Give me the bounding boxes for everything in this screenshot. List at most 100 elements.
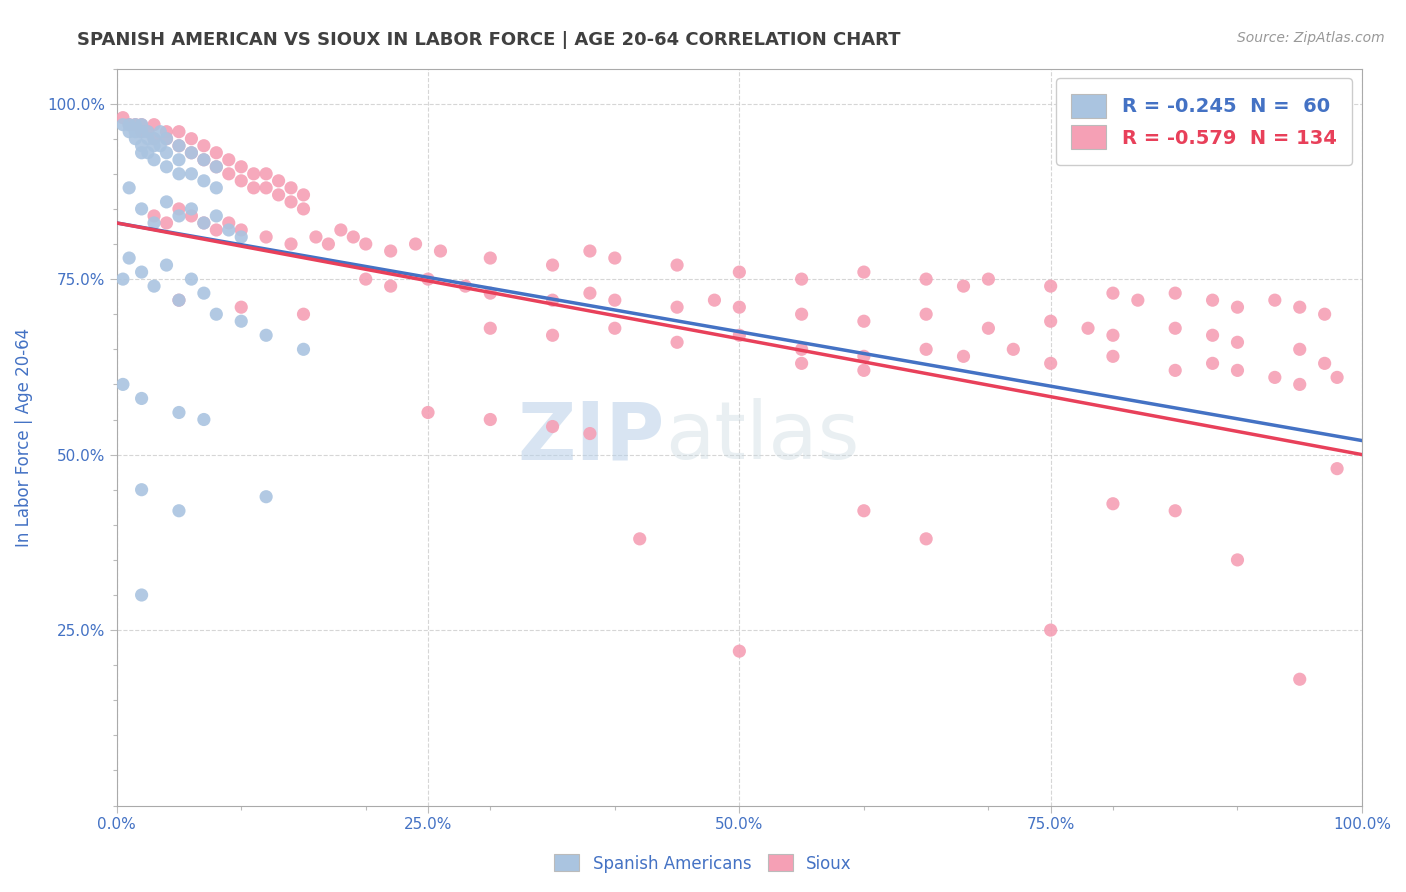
Point [254,167,277,181]
Text: ZIP: ZIP [517,398,665,476]
Point [118,118,141,132]
Point [1288,672,1310,686]
Point [1102,328,1125,343]
Point [118,251,141,265]
Point [1264,293,1286,308]
Point [167,293,190,308]
Point [1164,286,1187,301]
Legend: R = -0.245  N =  60, R = -0.579  N = 134: R = -0.245 N = 60, R = -0.579 N = 134 [1056,78,1353,165]
Point [1077,321,1099,335]
Point [254,181,277,195]
Point [180,167,202,181]
Point [131,483,153,497]
Point [205,307,228,321]
Point [205,223,228,237]
Point [479,251,502,265]
Point [143,132,166,146]
Point [915,307,938,321]
Point [205,160,228,174]
Point [728,300,751,314]
Point [790,272,813,286]
Point [167,209,190,223]
Point [329,223,352,237]
Point [180,145,202,160]
Point [155,132,177,146]
Point [143,132,166,146]
Point [1102,497,1125,511]
Point [1201,356,1223,370]
Point [666,335,689,350]
Point [231,300,253,314]
Point [136,145,159,160]
Point [1326,370,1348,384]
Point [280,181,302,195]
Point [118,181,141,195]
Point [131,202,153,216]
Point [193,138,215,153]
Point [193,216,215,230]
Point [852,314,875,328]
Point [167,405,190,419]
Point [1164,504,1187,518]
Point [416,272,439,286]
Point [231,174,253,188]
Point [728,644,751,658]
Point [131,125,153,139]
Point [1102,349,1125,363]
Point [155,125,177,139]
Point [1164,363,1187,377]
Point [541,293,564,308]
Point [628,532,651,546]
Point [167,167,190,181]
Point [155,160,177,174]
Point [167,293,190,308]
Point [1226,553,1249,567]
Point [131,265,153,279]
Point [242,181,264,195]
Point [167,153,190,167]
Point [666,300,689,314]
Point [541,419,564,434]
Point [167,504,190,518]
Point [1288,377,1310,392]
Point [1201,328,1223,343]
Point [180,272,202,286]
Legend: Spanish Americans, Sioux: Spanish Americans, Sioux [547,847,859,880]
Point [479,412,502,426]
Point [579,244,602,258]
Point [454,279,477,293]
Point [205,145,228,160]
Point [193,153,215,167]
Point [1039,623,1062,637]
Point [193,174,215,188]
Point [977,272,1000,286]
Point [193,153,215,167]
Point [205,160,228,174]
Point [193,412,215,426]
Point [267,187,290,202]
Point [180,209,202,223]
Point [666,258,689,272]
Point [131,125,153,139]
Point [852,265,875,279]
Point [149,138,172,153]
Point [354,237,377,252]
Point [292,187,315,202]
Point [143,216,166,230]
Point [305,230,328,244]
Point [1313,307,1336,321]
Point [218,153,240,167]
Point [405,237,427,252]
Point [852,349,875,363]
Point [1164,321,1187,335]
Point [541,258,564,272]
Point [155,194,177,209]
Point [1288,300,1310,314]
Point [143,209,166,223]
Point [1039,356,1062,370]
Point [149,125,172,139]
Point [167,138,190,153]
Point [380,279,402,293]
Point [915,532,938,546]
Point [124,132,146,146]
